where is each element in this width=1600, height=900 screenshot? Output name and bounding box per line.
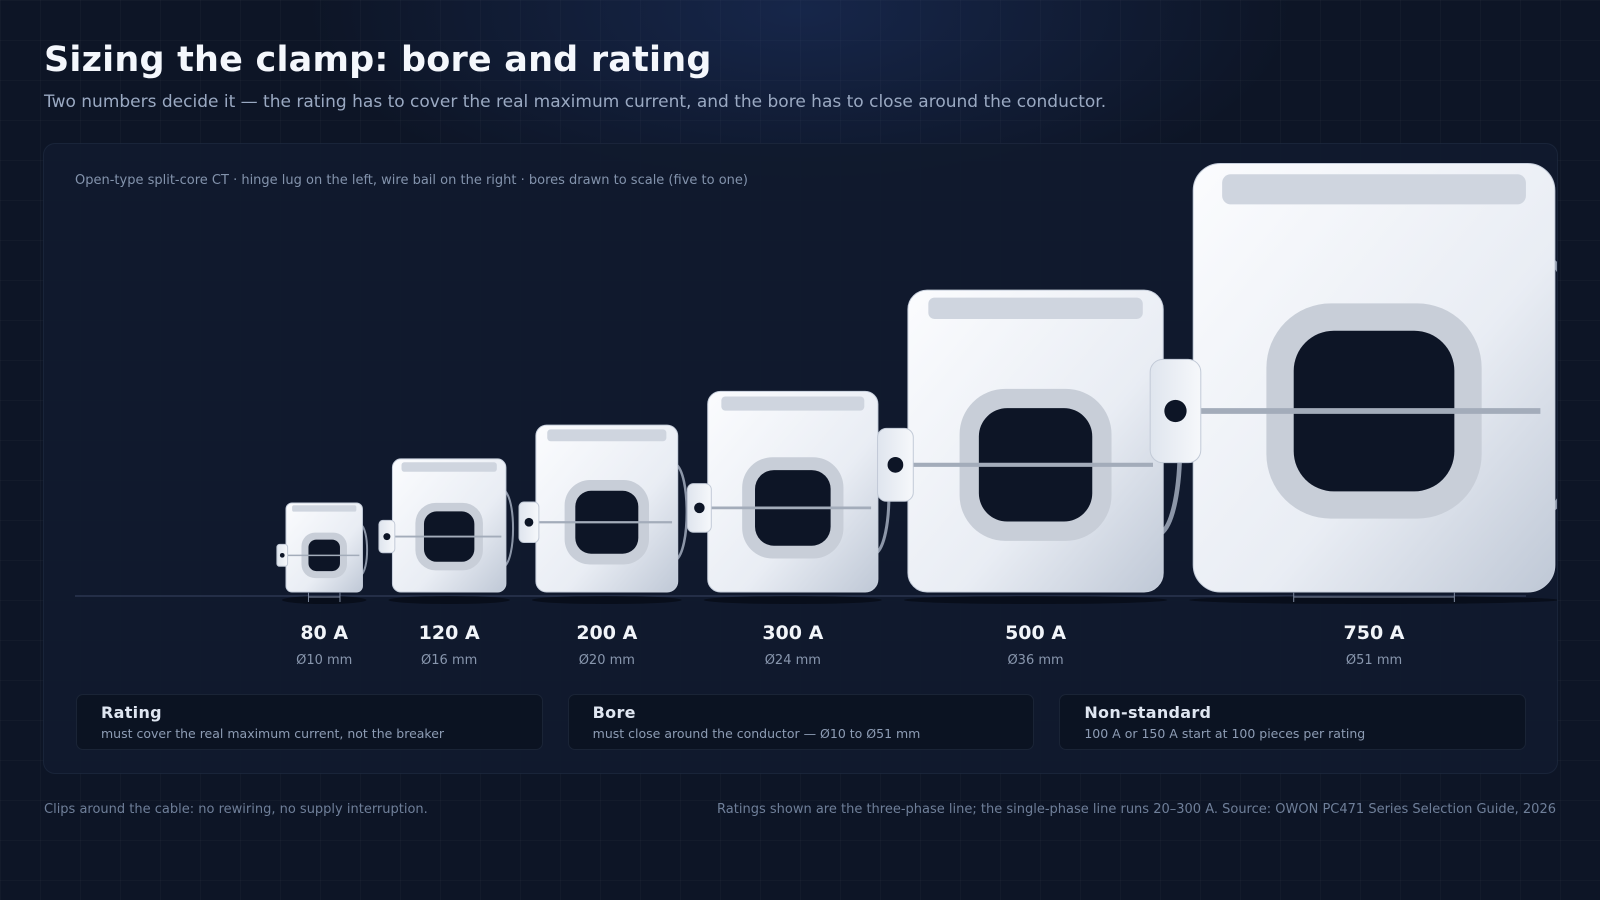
clamp-2: 200 A Ø20 mm [518, 424, 688, 668]
clamp-top-bar [292, 505, 357, 512]
clamp-shadow [282, 596, 367, 604]
info-cards: Rating must cover the real maximum curre… [76, 694, 1527, 750]
card-rating-title: Rating [101, 703, 162, 722]
card-bore-text: must close around the conductor — Ø10 to… [592, 726, 921, 741]
rating-label: 500 A [1005, 622, 1066, 644]
rating-label: 80 A [300, 622, 348, 644]
card-bore-title: Bore [592, 703, 636, 722]
page-subtitle: Two numbers decide it — the rating has t… [44, 92, 1107, 112]
hinge-hole [887, 456, 904, 473]
bore-label: Ø51 mm [1346, 653, 1402, 668]
clamp-top-bar [401, 462, 497, 472]
panel-caption: Open-type split-core CT · hinge lug on t… [75, 173, 748, 188]
clamp-shadow [531, 596, 682, 604]
wire-bail [502, 488, 515, 569]
clamp-top-bar [1222, 174, 1526, 205]
clamp-4: 500 A Ø36 mm [877, 289, 1183, 668]
clamp-shadow [1189, 596, 1557, 604]
clamp-top-bar [721, 396, 865, 411]
hinge-hole [524, 517, 534, 527]
hinge-hole [383, 533, 391, 541]
card-rating-text: must cover the real maximum current, not… [101, 726, 445, 741]
hinge-hole [1164, 399, 1187, 423]
bore-label: Ø10 mm [296, 653, 352, 668]
clamp-shadow [903, 596, 1168, 604]
card-bore: Bore must close around the conductor — Ø… [567, 694, 1035, 750]
bore-label: Ø20 mm [579, 653, 635, 668]
card-non-standard-text: 100 A or 150 A start at 100 pieces per r… [1084, 726, 1366, 741]
hinge-hole [694, 502, 705, 514]
clamp-top-bar [547, 429, 667, 442]
clamp-5: 750 A Ø51 mm [1149, 162, 1557, 668]
clamp-1: 120 A Ø16 mm [378, 458, 515, 668]
bore-label: Ø36 mm [1007, 653, 1063, 668]
page-title: Sizing the clamp: bore and rating [44, 40, 712, 80]
card-non-standard: Non-standard 100 A or 150 A start at 100… [1059, 694, 1527, 750]
clamp-top-bar [928, 297, 1143, 319]
clamp-0: 80 A Ø10 mm [276, 502, 369, 668]
rating-label: 120 A [419, 622, 480, 644]
clamp-shadow [388, 596, 510, 604]
clamp-shadow [703, 596, 882, 604]
clamp-3: 300 A Ø24 mm [686, 390, 891, 668]
bore-label: Ø24 mm [765, 653, 821, 668]
footer-source: Ratings shown are the three-phase line; … [717, 802, 1556, 817]
rating-label: 750 A [1344, 622, 1405, 644]
card-rating: Rating must cover the real maximum curre… [76, 694, 543, 750]
diagram-panel: Open-type split-core CT · hinge lug on t… [43, 143, 1558, 774]
wire-bail [674, 462, 688, 562]
clamp-diagram: 80 A Ø10 mm 120 A Ø16 mm 200 A Ø20 mm 300 A Ø24… [75, 162, 1557, 668]
footer-note: Clips around the cable: no rewiring, no … [44, 802, 428, 817]
rating-label: 200 A [576, 622, 637, 644]
hinge-hole [279, 552, 285, 558]
card-non-standard-title: Non-standard [1084, 703, 1212, 722]
bore-label: Ø16 mm [421, 653, 477, 668]
rating-label: 300 A [762, 622, 823, 644]
